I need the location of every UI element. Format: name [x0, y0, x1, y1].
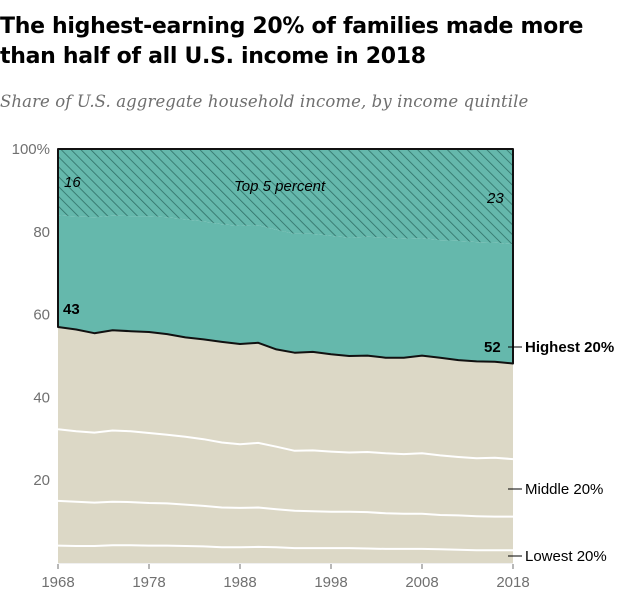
y-tick-label-40: 40 [33, 389, 50, 406]
chart-title: The highest-earning 20% of families made… [0, 14, 584, 69]
x-axis: 1968 1978 1988 1998 2008 2018 [41, 564, 530, 591]
area-top-5-percent [58, 149, 513, 245]
y-tick-label-60: 60 [33, 307, 50, 324]
highest-20-outline [57, 148, 514, 365]
lowest-series-label: Lowest 20% [525, 548, 607, 565]
highest-series-label: Highest 20% [525, 339, 614, 356]
series-labels: 16 Top 5 percent 23 43 52 Highest 20% Mi… [63, 174, 614, 565]
x-tick-label-1968: 1968 [41, 574, 74, 591]
y-tick-label-20: 20 [33, 472, 50, 489]
divider-lowest-top [57, 544, 513, 552]
chart-areas [58, 149, 513, 563]
x-tick-label-2008: 2008 [405, 574, 438, 591]
highest-start-value: 43 [63, 301, 80, 318]
middle-series-label: Middle 20% [525, 481, 603, 498]
y-tick-label-100: 100% [12, 141, 50, 158]
area-lower-80-percent [58, 327, 513, 563]
quintile-dividers [57, 148, 514, 552]
top5-series-label: Top 5 percent [234, 178, 326, 195]
y-axis: 20 40 60 80 100% [12, 141, 50, 489]
divider-second-top [57, 499, 513, 518]
highest-end-value: 52 [484, 339, 501, 356]
x-tick-label-1988: 1988 [223, 574, 256, 591]
divider-middle-top [57, 428, 514, 461]
chart-subtitle: Share of U.S. aggregate household income… [0, 92, 529, 111]
x-tick-label-1998: 1998 [314, 574, 347, 591]
x-tick-label-1978: 1978 [132, 574, 165, 591]
x-tick-label-2018: 2018 [496, 574, 529, 591]
y-tick-label-80: 80 [33, 224, 50, 241]
top5-end-value: 23 [486, 190, 504, 207]
top5-start-value: 16 [64, 174, 81, 191]
area-highest-20-percent [58, 215, 513, 364]
